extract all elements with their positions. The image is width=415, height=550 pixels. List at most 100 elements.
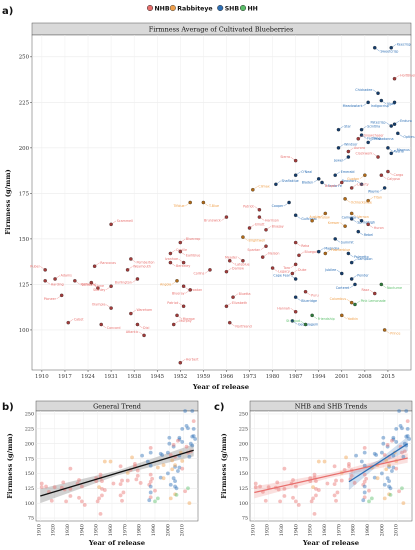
data-point-rabbiteye [349,211,354,216]
data-point-nhb [188,288,192,292]
panel-c-data-point [381,441,386,446]
data-point-nhb [356,137,361,141]
panel-b-data-point [168,453,173,457]
data-point-shb [293,173,298,177]
panel-c-data-point [391,453,396,458]
data-point-rabbiteye [349,300,354,305]
panel-b-xtick-label: 1960 [108,524,114,536]
data-point-shb [320,180,324,185]
point-label: Calypso [387,177,400,181]
panel-b-data-point [153,499,157,504]
point-label: Rebel [364,233,373,237]
panel-c-data-point [384,467,389,472]
point-label: Magnolia [324,246,339,250]
panel-a-xtick-label: 1924 [81,374,95,380]
panel-b-trend-line [40,449,194,497]
data-point-shb [287,200,291,205]
data-point-shb [349,260,354,265]
data-point-nhb [293,158,298,163]
panel-b-data-point [191,419,196,424]
point-label: Optimus [403,135,415,139]
panel-c-xtick-label: 1920 [265,524,271,536]
data-point-shb [359,182,364,187]
panel-c-data-point [375,476,380,481]
point-label: Pioneer [44,297,57,301]
data-point-nhb [109,284,113,288]
point-label: Pender [357,274,369,278]
panel-c-data-point [312,511,317,516]
point-label: Austin [309,215,319,219]
panel-c: NHB and SHB Trends 75 100 125 150 175 200 225 2… [220,400,413,547]
panel-b-data-point [148,490,153,495]
panel-b-data-point [148,445,153,450]
panel-b: General Trend 75 100 125 150 175 200 225 250 191… [6,400,199,547]
panel-c-data-point [314,493,318,498]
panel-a-ticks: 100 125 150 175 200 225 250 1910 1917 1924 1931 193… [19,55,396,380]
panel-c-data-point [367,499,371,504]
panel-a-letter: a) [2,6,13,17]
point-label: Jersey [81,283,92,287]
point-label: Morrow [183,317,195,321]
point-label: Murphy [179,319,191,323]
panel-b-data-point [148,450,153,455]
panel-b-data-point [77,495,81,500]
point-label: Wayne [368,190,379,194]
data-point-rabbiteye [343,224,347,228]
panel-b-data-point [125,470,130,475]
point-label: Berkeley [176,264,190,268]
data-point-shb [336,146,341,150]
panel-b-data-point [171,444,176,449]
data-point-nhb [53,277,57,281]
panel-c-data-point [352,481,357,485]
data-point-nhb [293,262,298,267]
panel-b-data-point [191,434,196,438]
data-point-nhb [178,249,183,254]
point-label: Collins [193,271,204,275]
panel-c-data-point [347,462,351,466]
panel-b-data-point [171,442,176,447]
data-point-rabbiteye [363,173,367,177]
point-label: Duke [298,268,306,272]
point-label: Reka [301,244,309,248]
data-point-nhb [135,277,140,281]
data-point-nhb [264,244,268,248]
point-label: Cargo [394,173,404,177]
panel-c-fit-line-shb [348,443,409,483]
panel-b-data-point [147,498,152,503]
data-point-shb [353,282,357,287]
data-point-nhb [135,322,140,327]
panel-a-xtick-label: 1959 [197,374,211,380]
panel-c-xtick-label: 1980 [351,524,357,536]
panel-c-data-point [381,435,386,440]
data-point-shb [392,122,397,126]
panel-c-data-point [344,455,348,460]
data-point-shb [359,218,364,223]
panel-b-data-point [167,441,172,446]
panel-c-data-point [387,484,391,489]
panel-c-data-point [362,479,367,484]
panel-b-data-point [135,468,140,473]
panel-c-ytick-label: 125 [239,486,248,492]
point-label: Friendship [318,317,335,321]
data-point-nhb [257,215,262,219]
panel-b-data-point [125,478,130,483]
panel-b-ytick-label: 200 [25,441,34,447]
point-label: Draper [325,184,337,188]
panel-c-data-point [387,479,391,484]
point-label: Farthing [367,137,380,141]
point-label: St Cloud [286,319,300,323]
panel-b-data-point [95,499,100,504]
point-label: Cabot [74,317,84,321]
point-label: Ivanhoe [165,257,178,261]
data-point-nhb [66,320,71,325]
panel-c-data-point [362,490,367,495]
data-point-nhb [241,259,245,263]
data-point-nhb [346,149,351,154]
panel-a-xtick-label: 1980 [266,374,280,380]
point-label: Earliblue [186,253,200,257]
panel-c-ytick-label: 175 [239,456,248,462]
panel-c-ytick-label: 75 [242,516,248,522]
panel-c-data-point [400,486,404,491]
panel-c-data-point [404,434,409,439]
